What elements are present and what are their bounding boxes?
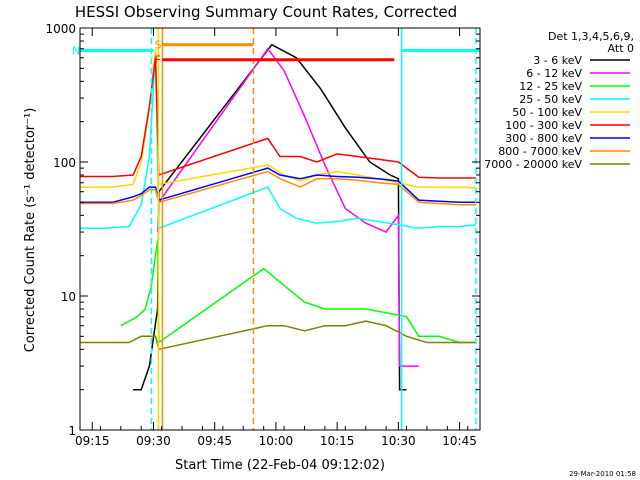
series-line-5 bbox=[80, 57, 476, 179]
series-line-1 bbox=[156, 47, 419, 367]
series-line-8 bbox=[80, 320, 476, 351]
series-line-0 bbox=[133, 43, 407, 391]
x-tick-label-0: 09:15 bbox=[75, 434, 110, 448]
flag-label-1: N bbox=[72, 44, 80, 57]
legend-label-8: 7000 - 20000 keV bbox=[484, 158, 582, 171]
x-tick-label-2: 09:45 bbox=[197, 434, 232, 448]
series-line-3 bbox=[80, 53, 476, 230]
legend-label-6: 300 - 800 keV bbox=[505, 132, 582, 145]
x-tick-label-4: 10:15 bbox=[320, 434, 355, 448]
legend-label-5: 100 - 300 keV bbox=[505, 119, 582, 132]
y-tick-label-3: 1000 bbox=[45, 22, 76, 36]
series-line-4 bbox=[80, 48, 476, 189]
legend-label-2: 12 - 25 keV bbox=[519, 80, 582, 93]
x-tick-label-1: 09:30 bbox=[136, 434, 171, 448]
y-tick-label-0: 1 bbox=[68, 424, 76, 438]
legend-header-1: Att 0 bbox=[608, 42, 634, 55]
chart-title: HESSI Observing Summary Count Rates, Cor… bbox=[75, 3, 457, 21]
x-tick-label-3: 10:00 bbox=[259, 434, 294, 448]
footer-timestamp: 29-Mar-2010 01:58 bbox=[569, 470, 636, 478]
legend-label-3: 25 - 50 keV bbox=[519, 93, 582, 106]
x-tick-label-6: 10:45 bbox=[442, 434, 477, 448]
x-tick-label-5: 10:30 bbox=[381, 434, 416, 448]
y-tick-label-1: 10 bbox=[61, 290, 76, 304]
y-tick-label-2: 100 bbox=[53, 156, 76, 170]
flag-label-0: S bbox=[154, 39, 161, 52]
legend-label-1: 6 - 12 keV bbox=[526, 67, 582, 80]
flag-label-3: F bbox=[154, 54, 160, 67]
legend-header-0: Det 1,3,4,5,6,9, bbox=[548, 30, 634, 43]
legend-label-7: 800 - 7000 keV bbox=[498, 145, 582, 158]
legend-label-4: 50 - 100 keV bbox=[512, 106, 582, 119]
plot-frame bbox=[79, 27, 481, 431]
y-axis-label: Corrected Count Rate (s⁻¹ detector⁻¹) bbox=[23, 108, 38, 353]
series-line-2 bbox=[120, 240, 476, 344]
x-axis-label: Start Time (22-Feb-04 09:12:02) bbox=[175, 458, 385, 473]
series-line-7 bbox=[80, 170, 476, 206]
series-line-6 bbox=[80, 167, 476, 204]
legend-label-0: 3 - 6 keV bbox=[533, 54, 582, 67]
